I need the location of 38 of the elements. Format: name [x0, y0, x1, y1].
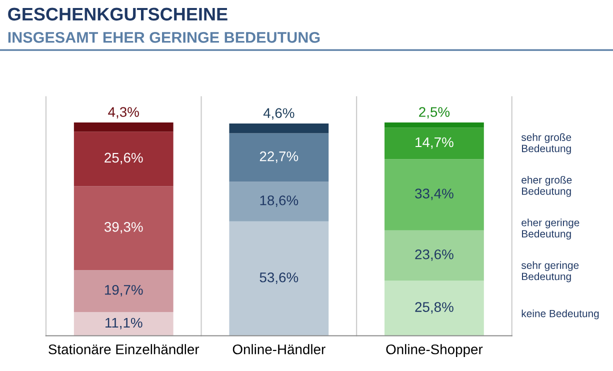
data-label: 53,6%: [260, 272, 298, 284]
text: eher große Bedeutung: [522, 176, 572, 197]
bar: [384, 128, 484, 160]
bar: [229, 221, 329, 336]
data-label: 22,7%: [260, 151, 298, 163]
text: sehr geringe Bedeutung: [521, 261, 579, 282]
x-tick-label: Online-Händler: [232, 344, 326, 354]
data-label: 4,6%: [263, 108, 294, 120]
data-label: 39,3%: [104, 222, 143, 234]
bar: [229, 182, 329, 222]
bar: [229, 123, 329, 134]
text: keine Bedeutung: [522, 310, 599, 320]
bar: [74, 312, 174, 336]
data-label: 18,6%: [260, 195, 298, 207]
data-label: 2,5%: [419, 107, 450, 119]
data-label: 19,7%: [104, 284, 143, 296]
bar: [229, 133, 329, 182]
bar: [74, 122, 174, 132]
bar: [74, 132, 174, 186]
bar: [384, 230, 484, 281]
data-label: 23,6%: [415, 249, 454, 261]
data-label: 14,7%: [416, 137, 454, 149]
data-label: 11,1%: [106, 318, 142, 330]
bar: [74, 186, 174, 270]
bar: [74, 270, 174, 312]
data-label: 4,3%: [108, 107, 139, 119]
data-label: 25,6%: [104, 152, 143, 164]
bar: [384, 122, 484, 128]
x-tick-label: Online-Shopper: [386, 344, 483, 358]
bar: [384, 280, 484, 336]
x-tick-label: Stationäre Einzelhändler: [48, 344, 200, 354]
bar: [384, 159, 484, 230]
text: sehr große Bedeutung: [521, 133, 572, 154]
data-label: 33,4%: [415, 188, 454, 200]
chart-title: GESCHENKGUTSCHEINE: [8, 8, 228, 21]
data-label: 25,8%: [415, 302, 454, 314]
text: eher geringe Bedeutung: [522, 218, 580, 240]
chart-subtitle: INSGESAMT EHER GERINGE BEDEUTUNG: [8, 32, 320, 43]
